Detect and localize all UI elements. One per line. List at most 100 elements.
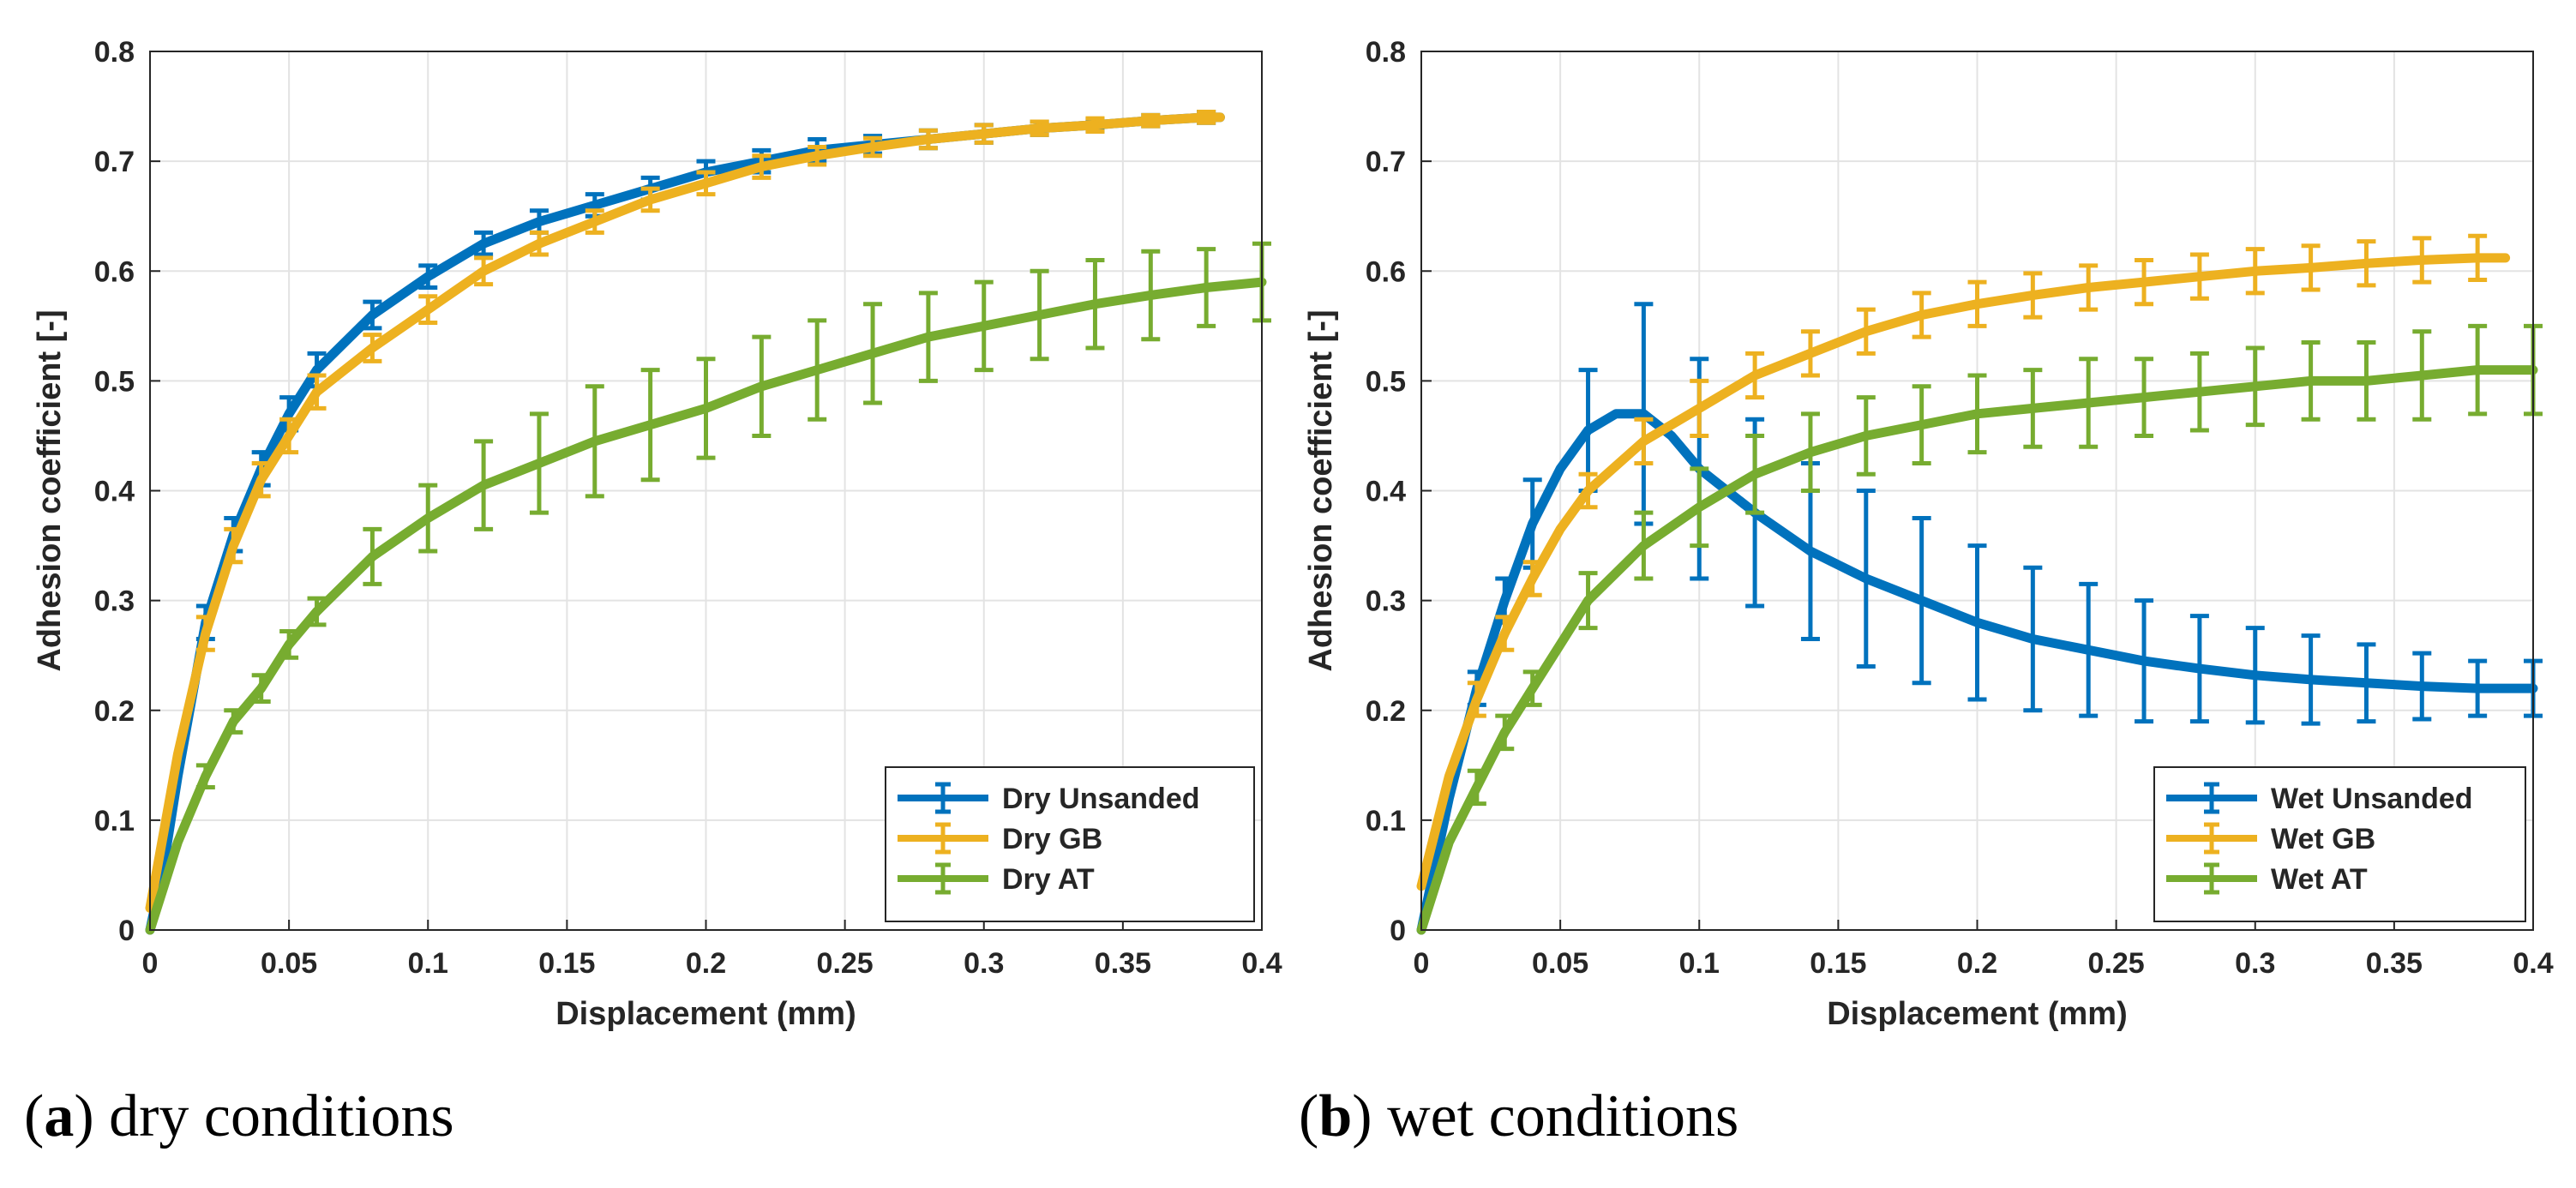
data-point: [1035, 310, 1044, 320]
legend-label: Wet Unsanded: [2271, 783, 2473, 815]
data-point: [1556, 639, 1565, 649]
x-tick-label: 0.15: [1810, 947, 1866, 980]
legend-entry: Wet Unsanded: [2166, 782, 2473, 815]
data-point: [1146, 291, 1156, 300]
data-point: [1861, 431, 1870, 441]
x-tick-label: 0.05: [261, 947, 317, 980]
y-tick-label: 0: [118, 915, 135, 947]
series-group: [145, 109, 1271, 935]
data-point: [1917, 596, 1926, 605]
data-point: [1035, 123, 1044, 133]
data-point: [2195, 387, 2204, 397]
legend-swatch: [2166, 822, 2257, 855]
x-axis-label: Displacement (mm): [1827, 996, 2128, 1032]
data-point: [1805, 447, 1815, 457]
data-point: [256, 475, 266, 484]
data-point: [423, 513, 433, 523]
y-tick-label: 0: [1390, 915, 1406, 947]
data-point: [173, 837, 183, 847]
data-point: [423, 305, 433, 315]
data-point: [1973, 409, 1982, 418]
panel-wet: 0 0.05 0.1 0.15 0.2 0.25 0.3 0.35 0.4 0 0.1 0.2 0.3…: [1299, 36, 2554, 1149]
data-point: [2140, 278, 2149, 287]
data-point: [479, 267, 489, 276]
legend-swatch: [2166, 862, 2257, 895]
data-point: [1917, 310, 1926, 320]
data-point: [2501, 253, 2510, 262]
x-tick-label: 0.1: [1679, 947, 1720, 980]
data-point: [646, 195, 655, 204]
data-point: [479, 481, 489, 490]
data-point: [590, 217, 599, 226]
caption-text: wet conditions: [1387, 1083, 1738, 1149]
y-tick-label: 0.4: [94, 476, 135, 508]
data-point: [1695, 502, 1704, 512]
data-point: [2250, 670, 2260, 680]
data-point: [1431, 881, 1440, 891]
data-point: [1431, 826, 1440, 836]
y-tick-label: 0.1: [94, 805, 135, 837]
data-point: [1805, 349, 1815, 358]
data-point: [534, 239, 543, 249]
data-point: [159, 826, 169, 836]
data-point: [2028, 404, 2038, 413]
data-point: [1973, 618, 1982, 627]
data-point: [312, 607, 321, 616]
data-point: [2084, 283, 2093, 292]
data-point: [1500, 629, 1510, 639]
data-point: [1583, 596, 1593, 605]
data-point: [2473, 253, 2483, 262]
legend-entry: Wet AT: [2166, 862, 2368, 896]
legend-entry: Dry Unsanded: [898, 782, 1200, 815]
data-point: [1556, 525, 1565, 534]
data-point: [2140, 657, 2149, 666]
data-point: [2028, 634, 2038, 644]
y-tick-label: 0.8: [1366, 36, 1406, 69]
data-point: [2306, 675, 2315, 684]
x-tick-label: 0.05: [1532, 947, 1588, 980]
data-point: [1750, 470, 1760, 479]
y-tick-label: 0.3: [94, 585, 135, 618]
x-tick-label: 0.4: [1241, 947, 1282, 980]
y-axis-label: Adhesion coefficient [-]: [32, 309, 68, 671]
y-tick-label: 0.3: [1366, 585, 1406, 618]
data-point: [1202, 112, 1211, 122]
data-point: [923, 333, 933, 342]
x-tick-label: 0.35: [2366, 947, 2423, 980]
y-tick-label: 0.2: [1366, 695, 1406, 728]
data-point: [2362, 678, 2371, 687]
y-tick-label: 0.6: [1366, 255, 1406, 288]
data-point: [1805, 546, 1815, 555]
data-point: [2306, 376, 2315, 386]
y-tick-label: 0.4: [1366, 476, 1406, 508]
legend-label: Dry Unsanded: [1002, 783, 1200, 815]
data-point: [2084, 645, 2093, 655]
data-point: [1528, 574, 1537, 583]
x-tick-label: 0.1: [408, 947, 448, 980]
panel-caption: (a) dry conditions: [24, 1083, 454, 1149]
y-axis-ticks: 0 0.1 0.2 0.3 0.4 0.5 0.6 0.7 0.8: [94, 36, 160, 947]
data-point: [2306, 263, 2315, 273]
x-tick-label: 0.2: [686, 947, 726, 980]
x-axis-ticks: 0 0.05 0.1 0.15 0.2 0.25 0.3 0.35 0.4: [142, 920, 1282, 980]
caption-text: dry conditions: [109, 1083, 453, 1149]
data-point: [757, 381, 766, 391]
data-point: [1202, 283, 1211, 292]
data-point: [646, 420, 655, 429]
y-tick-label: 0.1: [1366, 805, 1406, 837]
data-point: [701, 404, 711, 413]
data-point: [1556, 464, 1565, 473]
data-point: [1611, 409, 1620, 418]
data-point: [1444, 771, 1454, 781]
data-point: [368, 552, 377, 561]
data-point: [2195, 272, 2204, 281]
series-wet-gb: [1416, 233, 2511, 891]
data-point: [2195, 664, 2204, 674]
legend-swatch: [2166, 782, 2257, 814]
y-tick-label: 0.6: [94, 255, 135, 288]
data-point: [1750, 370, 1760, 380]
data-point: [479, 239, 489, 249]
data-point: [2250, 267, 2260, 276]
data-point: [229, 541, 238, 550]
